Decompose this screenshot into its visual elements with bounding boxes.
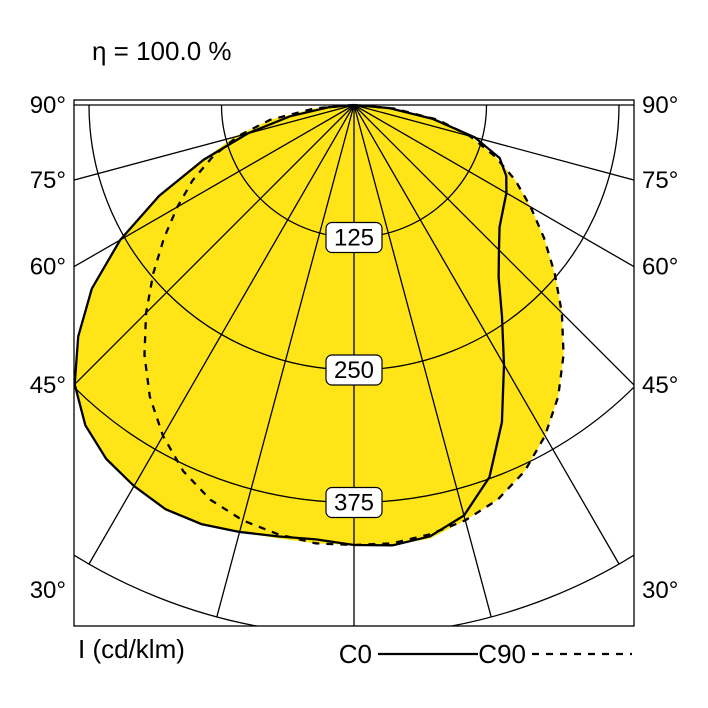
- angle-label-right: 45°: [642, 372, 678, 399]
- ring-label: 250: [334, 357, 374, 384]
- angle-label-left: 90°: [30, 92, 66, 119]
- distribution-fill: [75, 105, 564, 545]
- legend-c0-label: C0: [339, 639, 372, 669]
- angle-label-right: 60°: [642, 254, 678, 281]
- ring-label: 125: [334, 225, 374, 252]
- angle-label-left: 30°: [30, 577, 66, 604]
- efficiency-label: η = 100.0 %: [92, 36, 232, 66]
- angle-label-right: 90°: [642, 92, 678, 119]
- angle-label-left: 75°: [30, 167, 66, 194]
- legend-c90-label: C90: [478, 639, 526, 669]
- polar-chart: 125 250 375 30° 30° 45° 45° 60° 60° 75° 75° 90° 90° η…: [0, 0, 708, 708]
- angle-label-left: 60°: [30, 254, 66, 281]
- axis-unit-label: I (cd/klm): [78, 634, 185, 664]
- angle-label-right: 30°: [642, 577, 678, 604]
- angle-label-left: 45°: [30, 372, 66, 399]
- ring-label: 375: [334, 490, 374, 517]
- angle-label-right: 75°: [642, 167, 678, 194]
